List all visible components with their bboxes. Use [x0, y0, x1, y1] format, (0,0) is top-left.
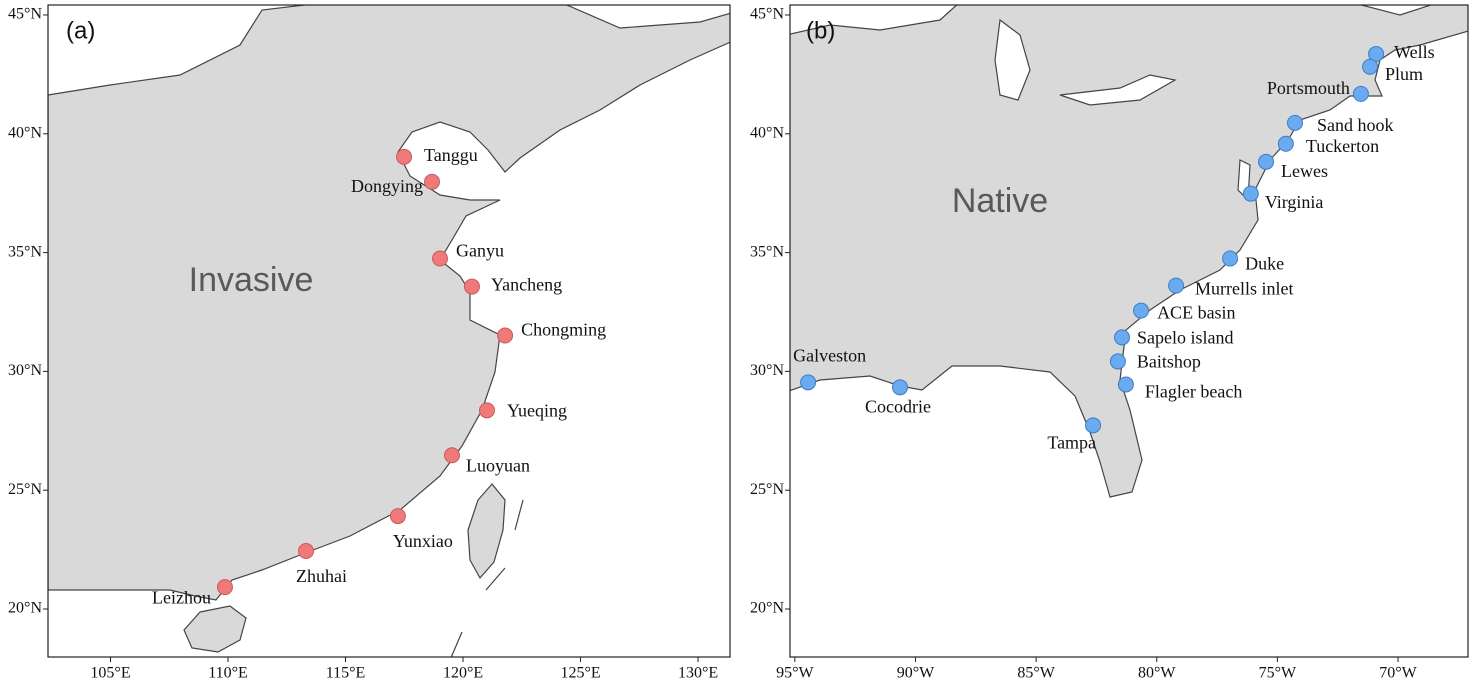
site-label: Yueqing — [507, 400, 567, 420]
y-tick-label: 30°N — [750, 362, 784, 379]
site-label: Plum — [1385, 64, 1423, 84]
site-label: Zhuhai — [296, 566, 347, 586]
site-marker — [497, 327, 514, 344]
site-label: Sand hook — [1317, 115, 1394, 135]
land — [48, 5, 730, 601]
basemap-b — [790, 5, 1468, 498]
site-label: Portsmouth — [1267, 78, 1350, 98]
x-tick-label: 115°E — [326, 665, 366, 682]
y-tick-label: 40°N — [8, 124, 42, 141]
y-tick-label: 25°N — [750, 481, 784, 498]
y-tick-label: 45°N — [8, 6, 42, 23]
x-tick-label: 75°W — [1259, 665, 1297, 682]
y-tick-label: 45°N — [750, 6, 784, 23]
site-marker — [1258, 153, 1275, 170]
site-marker — [1352, 85, 1369, 102]
site-label: Murrells inlet — [1195, 279, 1293, 299]
site-marker — [424, 173, 441, 190]
site-label: Cocodrie — [865, 396, 931, 416]
site-label: Wells — [1394, 42, 1435, 62]
site-marker — [1117, 376, 1134, 393]
site-marker — [463, 278, 480, 295]
site-marker — [1368, 45, 1385, 62]
x-tick-label: 80°W — [1138, 665, 1176, 682]
coastline — [450, 631, 463, 657]
site-label: Sapelo island — [1137, 328, 1234, 348]
site-marker — [1109, 353, 1126, 370]
region-label: Invasive — [189, 261, 314, 299]
site-marker — [216, 579, 233, 596]
x-tick-label: 105°E — [90, 665, 130, 682]
site-marker — [1133, 302, 1150, 319]
site-marker — [800, 374, 817, 391]
site-marker — [298, 543, 315, 560]
site-marker — [1287, 114, 1304, 131]
site-label: Ganyu — [456, 241, 504, 261]
land — [790, 5, 1468, 498]
site-marker — [1362, 58, 1379, 75]
x-tick-label: 90°W — [897, 665, 935, 682]
site-label: Leizhou — [152, 587, 211, 607]
site-label: Luoyuan — [466, 455, 530, 475]
region-label: Native — [952, 182, 1048, 220]
site-marker — [1242, 185, 1259, 202]
site-label: Yancheng — [491, 275, 562, 295]
site-marker — [431, 250, 448, 267]
y-tick-label: 20°N — [750, 600, 784, 617]
x-tick-label: 95°W — [776, 665, 814, 682]
panel-label: (a) — [66, 17, 95, 44]
site-label: Lewes — [1281, 161, 1328, 181]
site-label: Tampa — [1047, 432, 1096, 452]
site-label: Galveston — [793, 345, 866, 365]
hainan — [183, 605, 247, 653]
y-tick-label: 25°N — [8, 481, 42, 498]
frame — [789, 4, 1469, 658]
site-marker — [1085, 417, 1102, 434]
coastline — [485, 567, 506, 591]
site-label: Chongming — [521, 320, 606, 340]
site-label: Tanggu — [424, 145, 478, 165]
lake — [1059, 74, 1177, 106]
x-tick-label: 110°E — [208, 665, 248, 682]
y-tick-label: 40°N — [750, 124, 784, 141]
site-marker — [396, 148, 413, 165]
site-label: Tuckerton — [1306, 136, 1379, 156]
x-tick-label: 85°W — [1017, 665, 1055, 682]
site-marker — [1222, 250, 1239, 267]
panel-label: (b) — [806, 17, 835, 44]
x-tick-label: 130°E — [678, 665, 718, 682]
site-label: Duke — [1245, 254, 1284, 274]
site-marker — [892, 379, 909, 396]
x-tick-label: 70°W — [1379, 665, 1417, 682]
y-tick-label: 35°N — [750, 243, 784, 260]
lake — [790, 5, 958, 35]
site-label: Baitshop — [1137, 352, 1201, 372]
x-tick-label: 120°E — [443, 665, 483, 682]
site-label: Yunxiao — [393, 531, 453, 551]
site-marker — [1168, 277, 1185, 294]
site-marker — [443, 447, 460, 464]
x-tick-label: 125°E — [560, 665, 600, 682]
lake — [994, 18, 1031, 101]
site-marker — [478, 402, 495, 419]
coastline — [514, 499, 524, 531]
basemap-a — [48, 5, 730, 657]
y-tick-label: 20°N — [8, 600, 42, 617]
site-marker — [389, 508, 406, 525]
site-marker — [1114, 329, 1131, 346]
site-label: ACE basin — [1157, 303, 1236, 323]
site-marker — [1277, 135, 1294, 152]
site-label: Virginia — [1265, 192, 1324, 212]
site-label: Flagler beach — [1145, 382, 1242, 402]
frame — [47, 4, 731, 658]
y-tick-label: 30°N — [8, 362, 42, 379]
y-tick-label: 35°N — [8, 243, 42, 260]
taiwan — [467, 483, 506, 580]
site-label: Dongying — [351, 176, 423, 196]
